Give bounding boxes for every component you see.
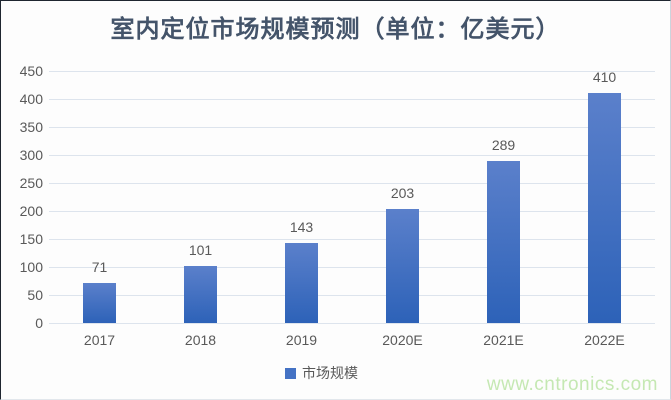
gridline-0 xyxy=(49,323,655,324)
bar-value-label-2021E: 289 xyxy=(491,137,516,154)
legend-label: 市场规模 xyxy=(302,365,358,381)
bar-value-label-2020E: 203 xyxy=(390,185,415,202)
bar-value-label-2019: 143 xyxy=(289,218,314,235)
x-axis-tick-2021E: 2021E xyxy=(483,332,524,348)
legend: 市场规模 xyxy=(1,363,642,383)
legend-marker-square xyxy=(285,367,296,379)
y-axis-tick-250: 250 xyxy=(19,175,43,191)
bar-2018 xyxy=(184,266,217,323)
bar-2017 xyxy=(83,283,116,323)
watermark: www.cntronics.com xyxy=(486,374,658,395)
y-axis-tick-200: 200 xyxy=(19,203,43,219)
y-axis-tick-400: 400 xyxy=(19,91,43,107)
y-axis-tick-300: 300 xyxy=(19,147,43,163)
gridline-50 xyxy=(49,295,655,296)
gridline-450 xyxy=(49,71,655,72)
bar-2021E xyxy=(487,161,520,323)
x-axis-tick-2017: 2017 xyxy=(83,332,116,348)
gridline-200 xyxy=(49,211,655,212)
gridline-300 xyxy=(49,155,655,156)
bar-value-label-2018: 101 xyxy=(188,242,213,259)
bar-value-label-2017: 71 xyxy=(91,259,108,276)
gridline-150 xyxy=(49,239,655,240)
y-axis-tick-50: 50 xyxy=(27,287,43,303)
x-axis-tick-2020E: 2020E xyxy=(382,332,423,348)
y-axis-tick-0: 0 xyxy=(35,315,43,331)
bar-2020E xyxy=(386,209,419,323)
x-axis-tick-2022E: 2022E xyxy=(584,332,625,348)
x-axis-tick-2018: 2018 xyxy=(184,332,217,348)
bar-2022E xyxy=(588,93,621,323)
y-axis-tick-450: 450 xyxy=(19,63,43,79)
y-axis-tick-150: 150 xyxy=(19,231,43,247)
y-axis-tick-100: 100 xyxy=(19,259,43,275)
gridline-100 xyxy=(49,267,655,268)
chart-title: 室内定位市场规模预测（单位：亿美元） xyxy=(110,16,561,43)
bar-value-label-2022E: 410 xyxy=(592,69,617,86)
gridline-400 xyxy=(49,99,655,100)
gridline-250 xyxy=(49,183,655,184)
gridline-350 xyxy=(49,127,655,128)
bar-2019 xyxy=(285,242,318,323)
y-axis-tick-350: 350 xyxy=(19,119,43,135)
x-axis-tick-2019: 2019 xyxy=(285,332,318,348)
